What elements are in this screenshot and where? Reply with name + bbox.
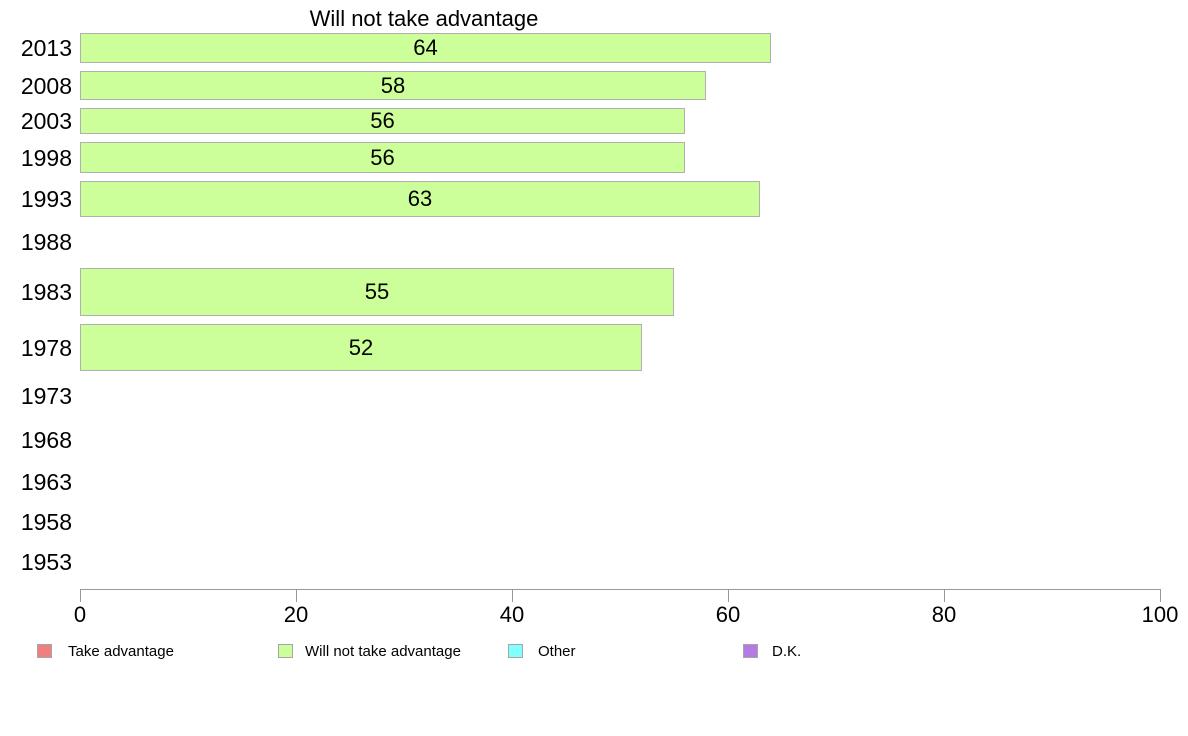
y-axis-label-2013: 2013 <box>20 35 72 61</box>
legend-swatch-d-k <box>743 644 758 658</box>
bar-value-label: 58 <box>380 73 406 98</box>
y-axis-label-1953: 1953 <box>20 549 72 575</box>
x-axis-tick-label: 0 <box>73 602 87 627</box>
chart-title: Will not take advantage <box>309 6 539 31</box>
legend-swatch-other <box>508 644 523 658</box>
x-axis-tick <box>80 589 81 602</box>
x-axis-tick-label: 60 <box>715 602 741 627</box>
y-axis-label-1968: 1968 <box>20 427 72 453</box>
x-axis-tick-label: 100 <box>1141 602 1179 627</box>
legend-label-take-advantage: Take advantage <box>68 643 174 660</box>
x-axis-tick <box>1160 589 1161 602</box>
legend-swatch-take-advantage <box>37 644 52 658</box>
legend-swatch-will-not-take-advantage <box>278 644 293 658</box>
bar-1983: 55 <box>80 268 674 316</box>
y-axis-label-1963: 1963 <box>20 469 72 495</box>
x-axis-tick <box>512 589 513 602</box>
bar-1998: 56 <box>80 142 685 173</box>
bar-1978: 52 <box>80 324 642 371</box>
y-axis-label-1973: 1973 <box>20 383 72 409</box>
bar-value-label: 52 <box>348 335 374 360</box>
bar-2008: 58 <box>80 71 706 100</box>
bar-2013: 64 <box>80 33 771 63</box>
bar-value-label: 56 <box>370 145 395 170</box>
bar-value-label: 64 <box>413 35 438 60</box>
x-axis-line <box>80 589 1160 590</box>
legend-label-other: Other <box>538 643 576 660</box>
y-axis-label-2008: 2008 <box>20 73 72 99</box>
y-axis-label-1958: 1958 <box>20 509 72 535</box>
bar-2003: 56 <box>80 108 685 134</box>
y-axis-label-2003: 2003 <box>20 108 72 134</box>
y-axis-label-1988: 1988 <box>20 229 72 255</box>
x-axis-tick <box>296 589 297 602</box>
bar-value-label: 56 <box>370 108 395 133</box>
x-axis-tick <box>944 589 945 602</box>
y-axis-label-1978: 1978 <box>20 335 72 361</box>
bar-value-label: 55 <box>364 279 390 304</box>
legend-label-d-k: D.K. <box>772 643 802 660</box>
y-axis-label-1998: 1998 <box>20 145 72 171</box>
y-axis-label-1993: 1993 <box>20 186 72 212</box>
y-axis-label-1983: 1983 <box>20 279 72 305</box>
x-axis-tick <box>728 589 729 602</box>
x-axis-tick-label: 80 <box>931 602 957 627</box>
bar-1993: 63 <box>80 181 760 217</box>
x-axis-tick-label: 20 <box>283 602 309 627</box>
x-axis-tick-label: 40 <box>499 602 525 627</box>
bar-value-label: 63 <box>407 186 433 211</box>
legend-label-will-not-take-advantage: Will not take advantage <box>305 643 461 660</box>
